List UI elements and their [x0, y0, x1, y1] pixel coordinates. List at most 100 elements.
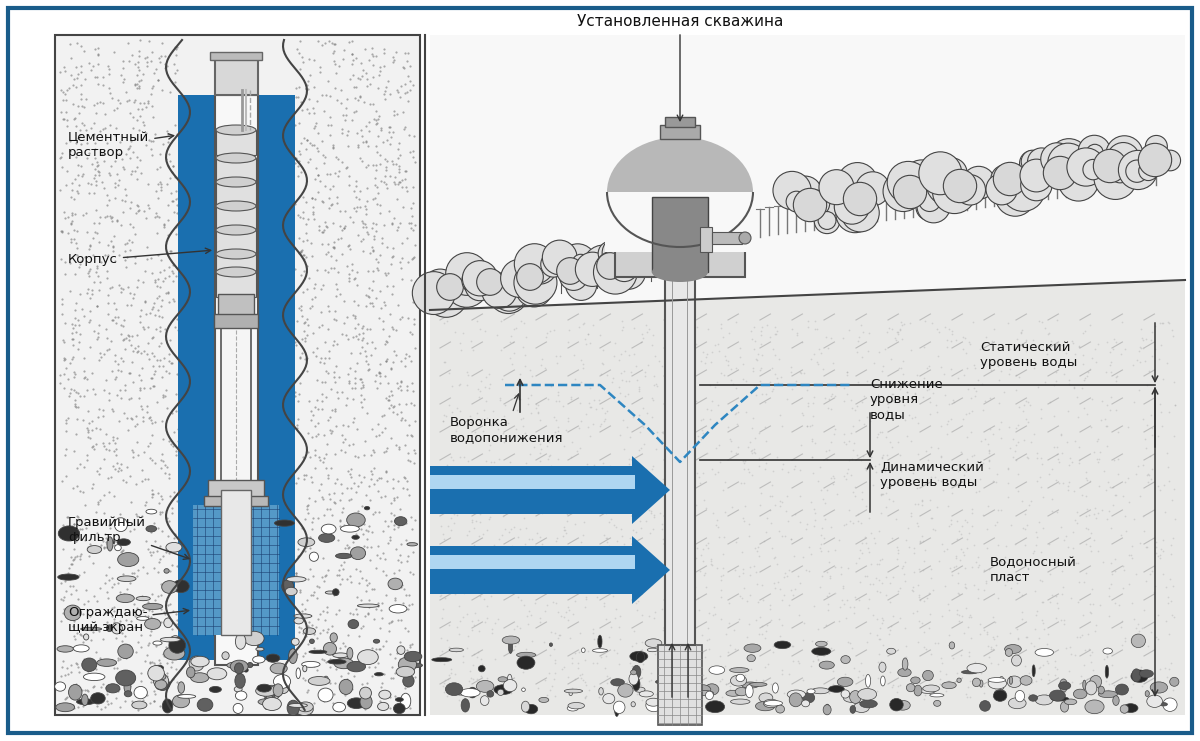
Point [1156, 662, 1175, 674]
Point [904, 468, 923, 479]
Point [821, 642, 840, 654]
Point [289, 413, 308, 425]
Point [144, 517, 163, 529]
Point [306, 401, 325, 413]
Point [126, 58, 145, 70]
Point [569, 583, 588, 595]
Point [583, 628, 602, 639]
Point [313, 395, 332, 407]
Circle shape [425, 274, 468, 317]
Point [136, 473, 155, 485]
Point [137, 689, 156, 701]
Point [156, 323, 175, 335]
Ellipse shape [1103, 648, 1112, 654]
Point [155, 264, 174, 276]
Point [356, 67, 376, 79]
Ellipse shape [266, 692, 272, 706]
Point [293, 236, 312, 247]
Point [595, 416, 614, 428]
Point [846, 482, 865, 494]
Point [295, 513, 314, 525]
Point [125, 611, 144, 622]
Point [670, 616, 689, 628]
Point [299, 156, 318, 167]
Point [293, 191, 312, 203]
Point [385, 105, 404, 117]
Point [761, 602, 780, 614]
Point [437, 411, 456, 422]
Point [595, 407, 614, 419]
Point [1052, 614, 1072, 626]
Point [887, 685, 906, 697]
Ellipse shape [235, 674, 245, 688]
Point [505, 521, 524, 533]
Point [494, 436, 514, 448]
Point [397, 680, 416, 692]
Point [352, 594, 371, 606]
Ellipse shape [773, 683, 779, 693]
Point [500, 336, 520, 348]
Circle shape [517, 264, 544, 290]
Point [468, 673, 487, 685]
Point [650, 563, 670, 575]
Point [679, 411, 698, 422]
Point [1058, 694, 1078, 706]
Point [1087, 434, 1106, 446]
Point [161, 661, 180, 673]
Point [398, 379, 418, 391]
Circle shape [844, 182, 877, 216]
Point [324, 242, 343, 253]
Point [1040, 596, 1060, 608]
Point [115, 379, 134, 391]
Point [485, 539, 504, 551]
Point [637, 475, 656, 487]
Point [379, 393, 398, 405]
Ellipse shape [374, 673, 383, 676]
Point [586, 403, 605, 415]
Point [877, 326, 896, 338]
Point [520, 533, 539, 545]
Point [468, 646, 487, 658]
Point [358, 337, 377, 349]
Ellipse shape [961, 671, 978, 674]
Point [78, 448, 97, 460]
Point [440, 642, 460, 654]
Point [857, 537, 876, 549]
Point [818, 393, 838, 405]
Point [792, 336, 811, 348]
Point [1132, 622, 1151, 634]
Circle shape [535, 250, 560, 276]
Point [88, 327, 107, 339]
Point [1082, 393, 1102, 405]
Point [461, 582, 480, 594]
Point [112, 352, 131, 364]
Point [61, 236, 80, 248]
Point [665, 599, 684, 611]
Point [434, 677, 454, 689]
Point [965, 382, 984, 394]
Point [362, 583, 382, 595]
Point [109, 512, 128, 524]
Point [744, 343, 763, 355]
Point [131, 629, 150, 641]
Point [652, 663, 671, 675]
Point [905, 566, 924, 578]
Point [160, 87, 179, 99]
Point [956, 602, 976, 614]
Point [492, 344, 511, 356]
Point [96, 700, 115, 712]
Point [109, 414, 128, 426]
Point [326, 196, 346, 208]
Point [935, 579, 954, 591]
Point [318, 606, 337, 618]
Point [121, 577, 140, 589]
Point [716, 628, 736, 639]
Point [367, 198, 386, 210]
Point [370, 110, 389, 122]
Point [359, 607, 378, 619]
Point [980, 393, 1000, 405]
Point [74, 310, 94, 322]
Point [851, 517, 870, 529]
Point [1106, 371, 1126, 383]
Point [380, 308, 400, 319]
